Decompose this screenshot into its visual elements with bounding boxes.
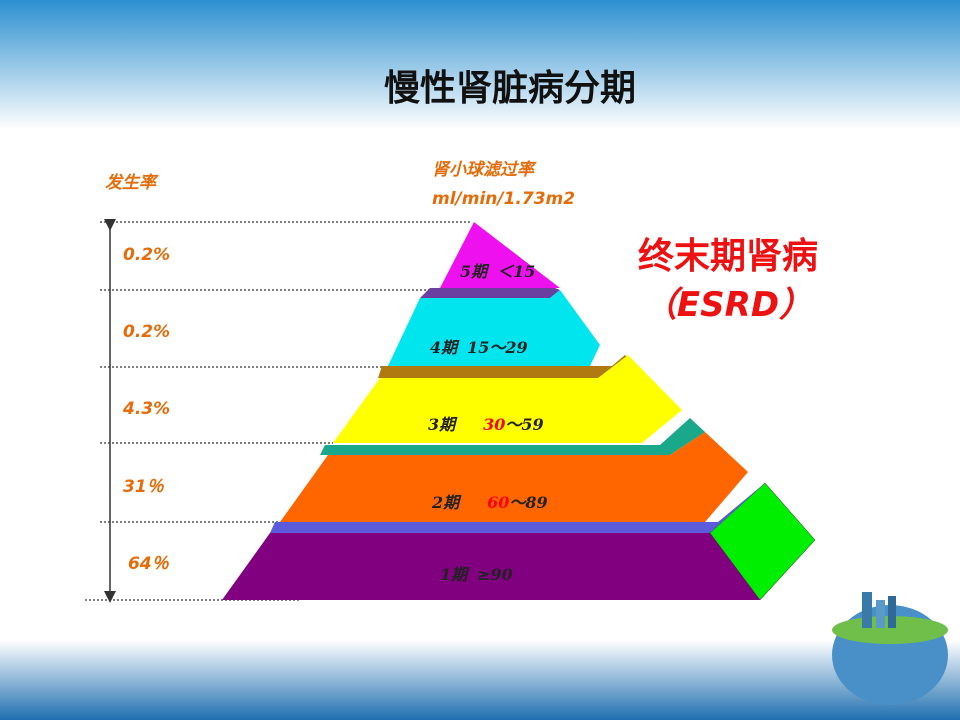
gfr-unit: ml/min/1.73m2 xyxy=(432,189,575,209)
stage-label: 1期 ≥90 xyxy=(440,565,513,584)
stage-name: 3期 xyxy=(428,415,458,434)
stage-low: 60 xyxy=(487,493,509,512)
stage-name: 1期 xyxy=(440,565,470,584)
stage-label: 4期 15～29 xyxy=(430,338,528,357)
stage-range: ～59 xyxy=(505,415,543,434)
stage-range: 15～29 xyxy=(467,338,528,357)
stage-label: 2期 60～89 xyxy=(431,493,548,512)
stage-name: 4期 xyxy=(430,338,460,357)
pyramid xyxy=(222,222,816,601)
stage-range: ＜15 xyxy=(497,262,535,281)
stage-name: 2期 xyxy=(431,493,462,512)
rate: 64％ xyxy=(128,554,170,574)
stage-low: 30 xyxy=(483,415,505,434)
stage-label: 5期 ＜15 xyxy=(460,262,535,281)
stage-range: ～89 xyxy=(509,493,547,512)
guides xyxy=(85,219,470,603)
esrd-label: 终末期肾病 xyxy=(638,236,818,277)
rate: 0.2% xyxy=(123,322,170,342)
title: 慢性肾脏病分期 xyxy=(384,68,636,109)
top-band xyxy=(0,0,960,130)
rate: 4.3% xyxy=(122,399,170,419)
esrd-abbr: （ESRD） xyxy=(643,285,813,325)
gfr-header: 肾小球滤过率 xyxy=(432,160,537,180)
stage-range: ≥90 xyxy=(477,565,513,584)
bottom-band xyxy=(0,640,960,720)
rate: 0.2% xyxy=(123,245,170,265)
rate: 31％ xyxy=(123,477,165,497)
stage-name: 5期 xyxy=(460,262,490,281)
globe-decoration xyxy=(832,592,948,705)
stage-label: 3期 30～59 xyxy=(428,415,544,434)
rate-header: 发生率 xyxy=(105,173,159,193)
